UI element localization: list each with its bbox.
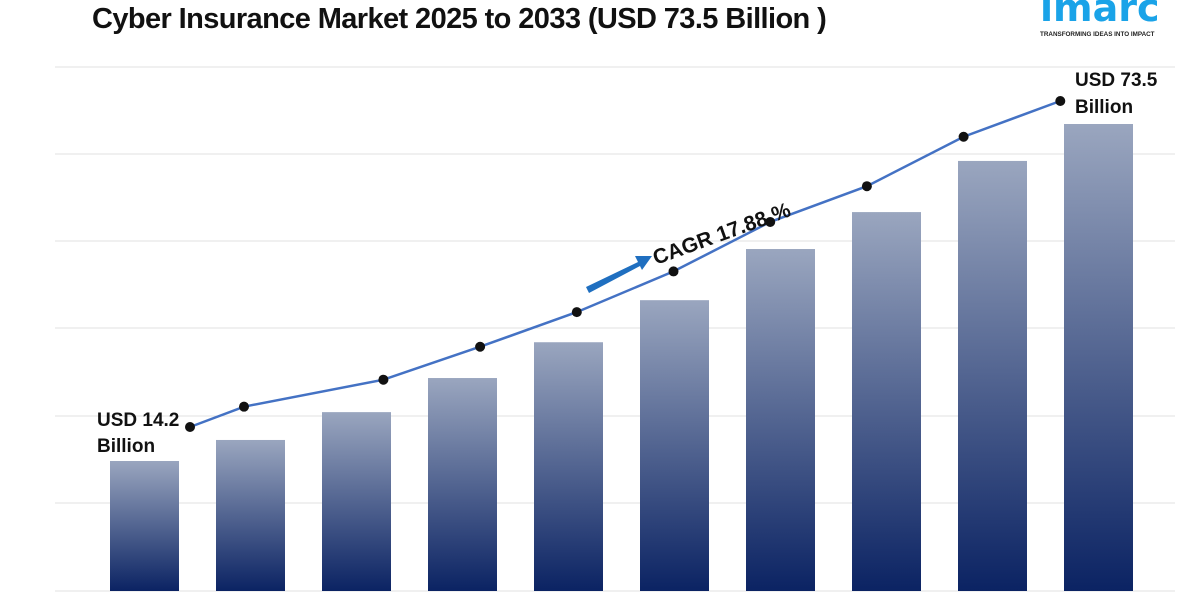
trend-point (1055, 96, 1066, 106)
bar (322, 412, 391, 591)
arrow-shape (586, 256, 652, 293)
end-value-label-line1: USD 73.5 (1075, 70, 1158, 91)
bar (746, 249, 815, 591)
imarc-logo: imarc TRANSFORMING IDEAS INTO IMPACT (1040, 0, 1190, 38)
bar (534, 342, 603, 591)
bar (1064, 124, 1133, 591)
start-value-label-line2: Billion (97, 436, 155, 457)
trend-point (958, 131, 969, 142)
trend-point (571, 307, 582, 318)
end-value-label-line2: Billion (1075, 97, 1133, 118)
bar (852, 212, 921, 591)
cagr-arrow-icon (586, 256, 652, 293)
bar (428, 378, 497, 591)
trend-point (475, 341, 486, 352)
trend-point (861, 181, 872, 192)
bar (216, 439, 285, 591)
start-value-label-line1: USD 14.2 (97, 410, 179, 431)
bar (640, 300, 709, 591)
logo-tagline: TRANSFORMING IDEAS INTO IMPACT (1040, 31, 1155, 38)
trend-point (378, 374, 389, 385)
logo-word: imarc (1040, 0, 1160, 30)
chart-title: Cyber Insurance Market 2025 to 2033 (USD… (92, 3, 827, 35)
trend-line (189, 99, 1061, 429)
bar (110, 461, 179, 591)
trend-point (765, 216, 776, 227)
bar (958, 160, 1027, 592)
trend-point (185, 422, 195, 432)
trend-point (239, 401, 249, 412)
trend-point (668, 266, 679, 277)
